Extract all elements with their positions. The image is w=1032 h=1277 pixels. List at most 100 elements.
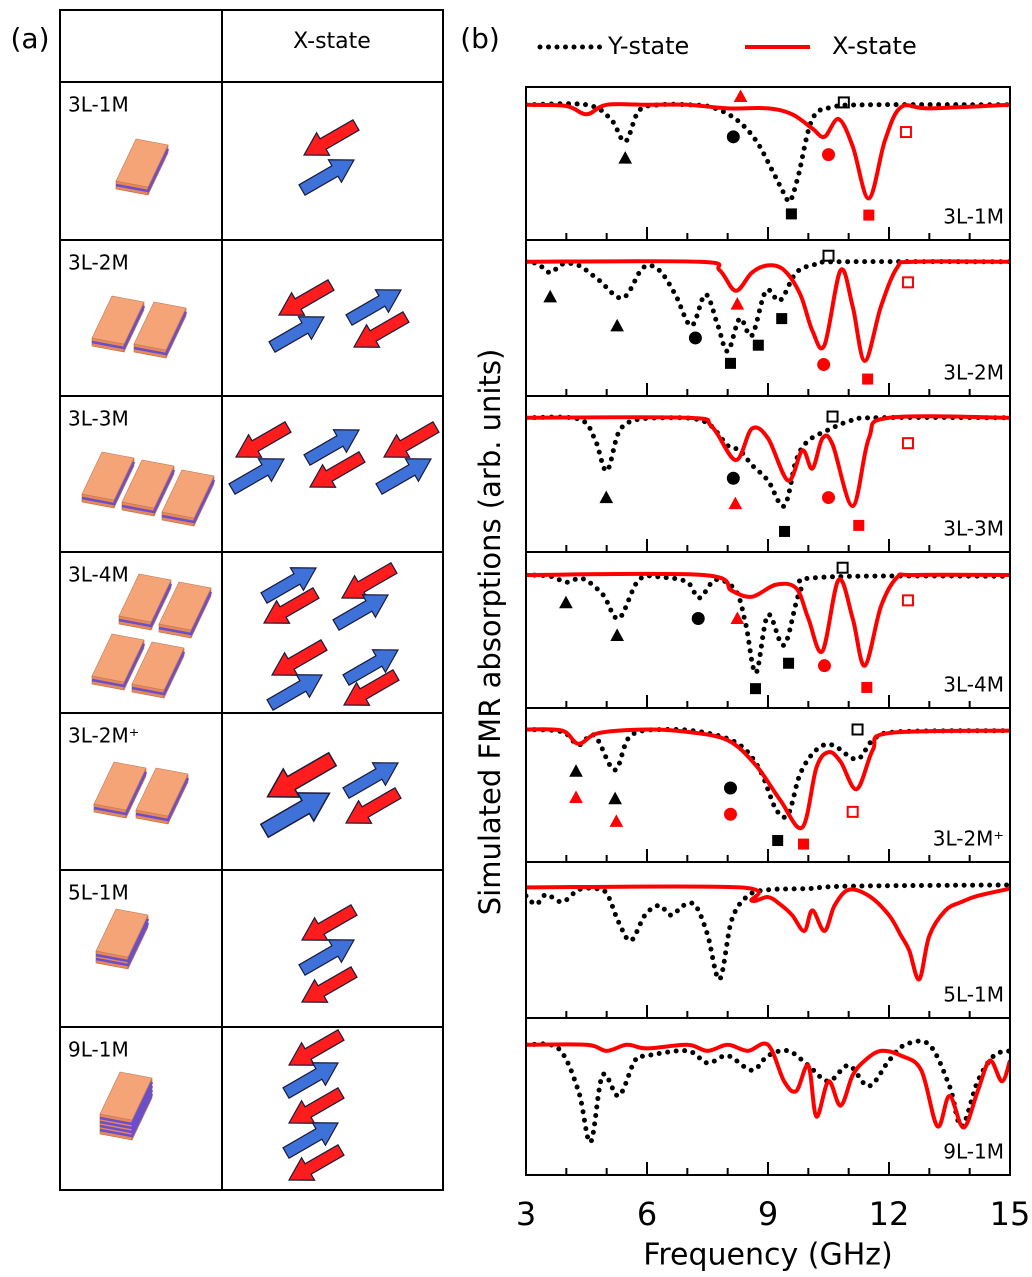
arrow-blue	[298, 939, 356, 977]
panel-sample-label: 5L-1M	[943, 983, 1004, 1007]
spectrum-line	[526, 101, 1010, 205]
block-stripe	[118, 583, 173, 628]
block-top	[93, 761, 147, 811]
marker	[826, 410, 839, 423]
marker	[723, 807, 737, 821]
marker	[863, 209, 875, 221]
marker	[837, 96, 850, 109]
x-tick-label: 3	[516, 1195, 536, 1233]
marker	[822, 249, 835, 262]
arrow-red	[352, 310, 410, 348]
layer-block	[121, 459, 176, 517]
arrow-blue	[268, 316, 326, 354]
layer-block	[133, 301, 188, 359]
block-top	[158, 581, 212, 631]
arrow-blue	[228, 458, 286, 496]
arrow-blue	[342, 762, 400, 800]
spectrum-line	[526, 1041, 1010, 1130]
arrow-red	[234, 420, 292, 458]
marker	[817, 659, 831, 673]
arrow-blue	[342, 649, 400, 687]
spectrum-line	[526, 884, 1010, 982]
layer-block	[91, 295, 146, 353]
block-top	[131, 641, 185, 691]
block-top	[115, 138, 169, 188]
panel	[526, 561, 1010, 695]
marker	[899, 126, 912, 139]
marker	[609, 814, 624, 827]
marker	[851, 723, 864, 736]
arrow-blue	[332, 594, 390, 632]
marker	[543, 289, 558, 303]
marker	[797, 838, 809, 850]
panel-sample-label: 3L-4M	[943, 673, 1004, 697]
arrow-blue	[298, 159, 356, 197]
marker	[728, 496, 743, 510]
spectrum-line	[526, 1038, 1010, 1145]
spectrum-line	[526, 727, 1010, 831]
x-axis-label: Frequency (GHz)	[643, 1238, 892, 1273]
block-stripe	[99, 1085, 154, 1130]
marker	[836, 561, 849, 574]
panel	[526, 249, 1010, 385]
marker	[730, 297, 745, 310]
spectrum-line	[526, 414, 1010, 509]
marker	[691, 612, 705, 626]
block-stripe	[131, 651, 186, 696]
arrow-red	[287, 1143, 345, 1181]
panel-sample-label: 3L-2M⁺	[933, 827, 1004, 851]
marker	[817, 358, 831, 372]
panel	[526, 1038, 1010, 1145]
block-stripe	[115, 148, 170, 193]
x-tick-label: 6	[637, 1195, 657, 1233]
layer-block	[131, 641, 186, 699]
table-border	[59, 9, 444, 1191]
panel-sample-label: 9L-1M	[943, 1140, 1004, 1164]
block-top	[133, 301, 187, 351]
marker	[846, 805, 859, 818]
panel	[526, 723, 1010, 850]
spectrum-line	[526, 726, 1010, 820]
arrow-blue	[260, 567, 318, 605]
block-top	[135, 767, 189, 817]
table-header: X-state	[293, 29, 371, 54]
row-label: 3L-3M	[68, 407, 129, 431]
marker	[724, 357, 736, 369]
marker	[733, 89, 748, 102]
marker	[901, 276, 914, 289]
block-stripe	[121, 469, 176, 514]
marker	[862, 373, 874, 385]
block-stripe	[99, 1093, 154, 1138]
marker	[901, 437, 914, 450]
block-top	[118, 573, 172, 623]
layer-block	[91, 633, 146, 691]
arrow-red	[277, 278, 335, 316]
marker	[726, 130, 740, 144]
marker	[779, 525, 791, 537]
marker	[772, 835, 784, 847]
marker	[901, 594, 914, 607]
marker	[569, 764, 583, 777]
block-stripe	[158, 591, 213, 636]
arrow-red	[262, 586, 320, 624]
block-stripe	[95, 922, 150, 967]
row-label: 3L-1M	[68, 93, 129, 117]
row-label: 9L-1M	[68, 1038, 129, 1062]
layer-block	[158, 581, 213, 639]
block-stripe	[95, 918, 150, 963]
layer-block	[161, 469, 216, 527]
marker	[776, 313, 788, 325]
block-top	[91, 633, 145, 683]
panel-label: (a)	[10, 22, 49, 55]
block-stripe	[91, 305, 146, 350]
marker	[688, 331, 702, 345]
spectrum-line	[526, 414, 1010, 509]
block-stripe	[93, 771, 148, 816]
block-stripe	[81, 461, 136, 506]
marker	[723, 781, 737, 795]
layer-block	[118, 573, 173, 631]
marker	[730, 611, 745, 625]
arrow-red	[287, 1086, 345, 1124]
block-stripe	[135, 777, 190, 822]
